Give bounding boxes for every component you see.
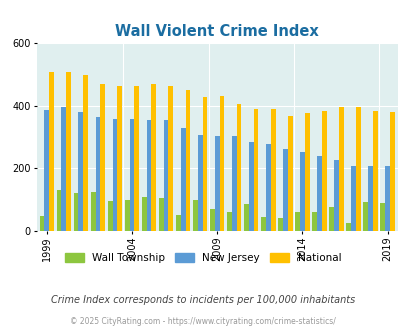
Bar [141,197,146,231]
Bar [163,120,168,231]
Bar [192,200,197,231]
Bar [124,200,129,231]
Bar [350,166,355,231]
Bar [49,72,54,231]
Bar [248,142,253,231]
Bar [299,152,304,231]
Bar [219,96,224,231]
Bar [134,86,139,231]
Bar [265,144,270,231]
Bar [100,84,105,231]
Bar [384,166,389,231]
Bar [338,107,343,231]
Bar [321,111,326,231]
Bar [328,208,333,231]
Bar [180,128,185,231]
Bar [44,110,49,231]
Bar [226,212,231,231]
Bar [112,119,117,231]
Bar [243,204,248,231]
Bar [57,190,61,231]
Bar [83,75,88,231]
Bar [362,202,367,231]
Bar [231,136,236,231]
Bar [168,86,173,231]
Bar [209,209,214,231]
Bar [333,159,338,231]
Bar [158,198,163,231]
Bar [66,72,71,231]
Legend: Wall Township, New Jersey, National: Wall Township, New Jersey, National [60,248,345,267]
Bar [197,135,202,231]
Bar [214,136,219,231]
Bar [355,107,360,231]
Bar [270,109,275,231]
Title: Wall Violent Crime Index: Wall Violent Crime Index [115,24,318,39]
Bar [95,116,100,231]
Bar [78,113,83,231]
Bar [372,111,377,231]
Bar [379,203,384,231]
Bar [277,218,282,231]
Bar [304,114,309,231]
Bar [146,120,151,231]
Bar [311,212,316,231]
Bar [175,215,180,231]
Bar [260,217,265,231]
Bar [316,156,321,231]
Bar [40,216,44,231]
Bar [202,97,207,231]
Bar [129,119,134,231]
Bar [90,192,95,231]
Bar [151,84,156,231]
Bar [253,109,258,231]
Bar [74,193,78,231]
Bar [345,223,350,231]
Bar [282,149,287,231]
Text: © 2025 CityRating.com - https://www.cityrating.com/crime-statistics/: © 2025 CityRating.com - https://www.city… [70,317,335,326]
Bar [287,116,292,231]
Text: Crime Index corresponds to incidents per 100,000 inhabitants: Crime Index corresponds to incidents per… [51,295,354,305]
Bar [367,166,372,231]
Bar [389,112,394,231]
Bar [117,86,122,231]
Bar [185,90,190,231]
Bar [294,212,299,231]
Bar [61,107,66,231]
Bar [107,201,112,231]
Bar [236,104,241,231]
